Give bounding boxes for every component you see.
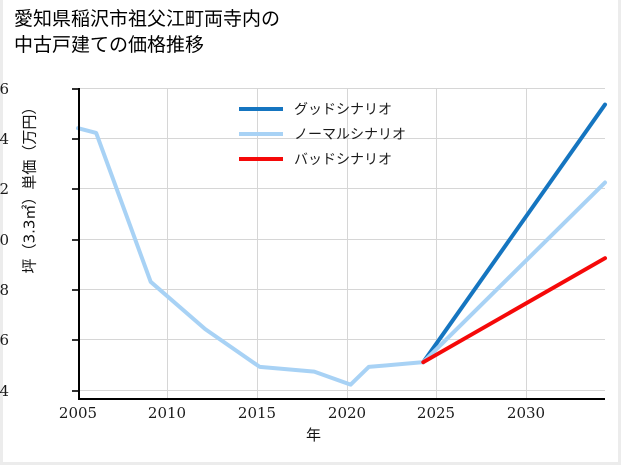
legend-item-good[interactable]: グッドシナリオ (239, 96, 449, 121)
y-tick-mark (72, 390, 78, 392)
x-tick-label: 2025 (416, 404, 456, 422)
y-tick-mark (72, 239, 78, 241)
gridline-horizontal (78, 239, 605, 240)
legend-label-bad: バッドシナリオ (294, 151, 392, 168)
series-line (421, 256, 607, 365)
y-tick-label: 36 (0, 80, 9, 98)
gridline-horizontal (78, 339, 605, 340)
series-line (76, 126, 607, 387)
y-tick-label: 28 (0, 281, 9, 299)
gridline-vertical (257, 88, 258, 400)
x-tick-label: 2030 (506, 404, 546, 422)
legend-swatch-bad (239, 156, 283, 161)
series-lines (76, 102, 607, 387)
y-tick-mark (72, 339, 78, 341)
y-tick-label: 30 (0, 231, 9, 249)
x-tick-label: 2005 (58, 404, 98, 422)
gridline-vertical (436, 88, 437, 400)
y-axis-label: 坪（3.3㎡）単価（万円） (20, 99, 39, 274)
gridline-horizontal (78, 138, 605, 139)
y-tick-label: 24 (0, 382, 9, 400)
x-axis-label: 年 (305, 426, 321, 444)
gridline-horizontal (78, 289, 605, 290)
legend-label-normal: ノーマルシナリオ (294, 126, 406, 143)
gridline-vertical (526, 88, 527, 400)
y-tick-mark (72, 289, 78, 291)
x-tick-label: 2020 (327, 404, 367, 422)
gridline-vertical (167, 88, 168, 400)
page-title: 愛知県稲沢市祖父江町両寺内の 中古戸建ての価格推移 (14, 8, 281, 56)
plot-area (76, 88, 607, 400)
legend-item-bad[interactable]: バッドシナリオ (239, 146, 449, 171)
y-tick-label: 32 (0, 180, 9, 198)
y-tick-label: 34 (0, 130, 9, 148)
legend-swatch-good (239, 106, 283, 111)
y-tick-label: 26 (0, 331, 9, 349)
legend-label-good: グッドシナリオ (294, 101, 392, 118)
legend: グッドシナリオ ノーマルシナリオ バッドシナリオ (239, 96, 449, 171)
legend-item-normal[interactable]: ノーマルシナリオ (239, 121, 449, 146)
series-line (421, 102, 607, 365)
legend-swatch-normal (239, 131, 283, 136)
gridline-horizontal (78, 88, 605, 89)
y-tick-mark (72, 188, 78, 190)
gridline-vertical (347, 88, 348, 400)
gridline-horizontal (78, 188, 605, 189)
x-tick-label: 2015 (237, 404, 277, 422)
y-tick-mark (72, 88, 78, 90)
y-tick-mark (72, 138, 78, 140)
x-tick-label: 2010 (147, 404, 187, 422)
gridline-horizontal (78, 390, 605, 391)
